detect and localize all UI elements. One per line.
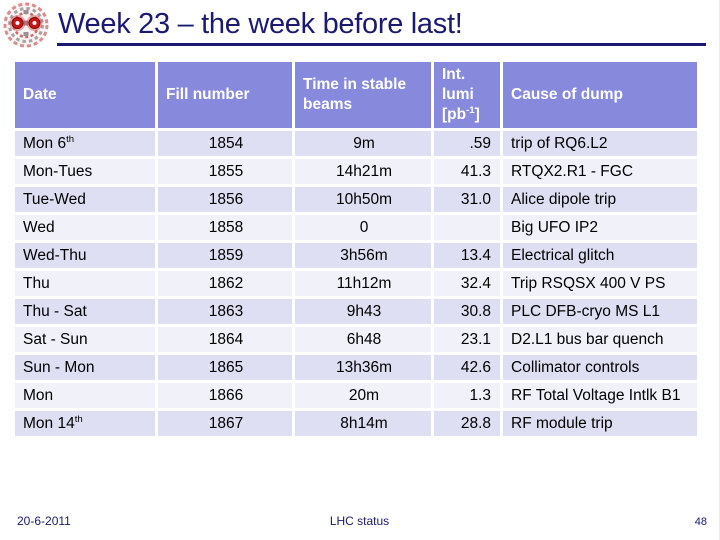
cell-time-in-stable-beams: 3h56m <box>295 243 431 268</box>
cell-date: Wed-Thu <box>15 243 155 268</box>
col-header-cause-of-dump: Cause of dump <box>503 62 697 128</box>
cell-time-in-stable-beams: 0 <box>295 215 431 240</box>
cell-fill-number: 1862 <box>158 271 292 296</box>
date-ordinal-suffix: th <box>74 413 83 425</box>
lumi-header-unit-close: ] <box>474 106 480 123</box>
cell-int-lumi: 13.4 <box>434 243 500 268</box>
title-underline <box>57 43 706 46</box>
cell-int-lumi: .59 <box>434 131 500 156</box>
cell-date: Mon-Tues <box>15 159 155 184</box>
cell-date: Tue-Wed <box>15 187 155 212</box>
cell-cause-of-dump: Big UFO IP2 <box>503 215 697 240</box>
col-header-int-lumi: Int. lumi [pb-1] <box>434 62 500 128</box>
table-body: Mon 6th 1854 9m .59 trip of RQ6.L2 Mon-Tues 18… <box>15 131 697 436</box>
date-ordinal-suffix: th <box>66 133 75 145</box>
cell-time-in-stable-beams: 9h43 <box>295 299 431 324</box>
footer-page-number: 48 <box>694 516 707 528</box>
lhc-logo-icon <box>2 1 50 49</box>
table-row: Mon-Tues 1855 14h21m 41.3 RTQX2.R1 - FGC <box>15 159 697 184</box>
cell-fill-number: 1854 <box>158 131 292 156</box>
cell-time-in-stable-beams: 20m <box>295 383 431 408</box>
table-row: Sun - Mon 1865 13h36m 42.6 Collimator contro… <box>15 355 697 380</box>
cell-time-in-stable-beams: 14h21m <box>295 159 431 184</box>
table-row: Thu 1862 11h12m 32.4 Trip RSQSX 400 V PS <box>15 271 697 296</box>
table-row: Mon 6th 1854 9m .59 trip of RQ6.L2 <box>15 131 697 156</box>
table-row: Thu - Sat 1863 9h43 30.8 PLC DFB-cryo MS L1 <box>15 299 697 324</box>
table-row: Mon 1866 20m 1.3 RF Total Voltage Intlk B1 <box>15 383 697 408</box>
table-row: Wed 1858 0 Big UFO IP2 <box>15 215 697 240</box>
table-header-row: Date Fill number Time in stable beams In… <box>15 62 697 128</box>
table-row: Sat - Sun 1864 6h48 23.1 D2.L1 bus bar quenc… <box>15 327 697 352</box>
cell-fill-number: 1866 <box>158 383 292 408</box>
cell-date: Sat - Sun <box>15 327 155 352</box>
cell-int-lumi <box>434 215 500 240</box>
cell-int-lumi: 23.1 <box>434 327 500 352</box>
cell-cause-of-dump: Trip RSQSX 400 V PS <box>503 271 697 296</box>
col-header-date: Date <box>15 62 155 128</box>
cell-date: Thu - Sat <box>15 299 155 324</box>
cell-fill-number: 1864 <box>158 327 292 352</box>
cell-int-lumi: 31.0 <box>434 187 500 212</box>
cell-cause-of-dump: Electrical glitch <box>503 243 697 268</box>
cell-cause-of-dump: Alice dipole trip <box>503 187 697 212</box>
page-title: Week 23 – the week before last! <box>58 8 463 40</box>
cell-fill-number: 1855 <box>158 159 292 184</box>
cell-cause-of-dump: Collimator controls <box>503 355 697 380</box>
lumi-header-unit: [pb <box>442 106 467 123</box>
cell-fill-number: 1863 <box>158 299 292 324</box>
cell-time-in-stable-beams: 11h12m <box>295 271 431 296</box>
col-header-fill-number: Fill number <box>158 62 292 128</box>
cell-cause-of-dump: D2.L1 bus bar quench <box>503 327 697 352</box>
table-row: Mon 14th 1867 8h14m 28.8 RF module trip <box>15 411 697 436</box>
lumi-header-line1: Int. <box>442 66 466 83</box>
cell-time-in-stable-beams: 13h36m <box>295 355 431 380</box>
cell-int-lumi: 42.6 <box>434 355 500 380</box>
cell-date: Sun - Mon <box>15 355 155 380</box>
cell-date: Mon 14th <box>15 411 155 436</box>
cell-date: Thu <box>15 271 155 296</box>
cell-int-lumi: 30.8 <box>434 299 500 324</box>
col-header-time-in-stable-beams: Time in stable beams <box>295 62 431 128</box>
cell-int-lumi: 41.3 <box>434 159 500 184</box>
cell-fill-number: 1858 <box>158 215 292 240</box>
footer-slide-label: LHC status <box>329 514 390 528</box>
cell-int-lumi: 1.3 <box>434 383 500 408</box>
fills-table: Date Fill number Time in stable beams In… <box>12 59 700 439</box>
cell-time-in-stable-beams: 9m <box>295 131 431 156</box>
cell-date: Wed <box>15 215 155 240</box>
cell-time-in-stable-beams: 8h14m <box>295 411 431 436</box>
cell-fill-number: 1859 <box>158 243 292 268</box>
cell-date: Mon <box>15 383 155 408</box>
cell-int-lumi: 28.8 <box>434 411 500 436</box>
cell-fill-number: 1865 <box>158 355 292 380</box>
cell-cause-of-dump: RF Total Voltage Intlk B1 <box>503 383 697 408</box>
cell-fill-number: 1856 <box>158 187 292 212</box>
cell-cause-of-dump: RF module trip <box>503 411 697 436</box>
lumi-header-line2: lumi <box>442 86 474 103</box>
table-row: Wed-Thu 1859 3h56m 13.4 Electrical glitch <box>15 243 697 268</box>
cell-time-in-stable-beams: 10h50m <box>295 187 431 212</box>
table-row: Tue-Wed 1856 10h50m 31.0 Alice dipole trip <box>15 187 697 212</box>
cell-cause-of-dump: PLC DFB-cryo MS L1 <box>503 299 697 324</box>
cell-fill-number: 1867 <box>158 411 292 436</box>
cell-cause-of-dump: RTQX2.R1 - FGC <box>503 159 697 184</box>
lumi-header-unit-exponent: -1 <box>466 104 475 116</box>
cell-int-lumi: 32.4 <box>434 271 500 296</box>
cell-cause-of-dump: trip of RQ6.L2 <box>503 131 697 156</box>
cell-time-in-stable-beams: 6h48 <box>295 327 431 352</box>
cell-date: Mon 6th <box>15 131 155 156</box>
footer-date: 20-6-2011 <box>17 514 71 528</box>
